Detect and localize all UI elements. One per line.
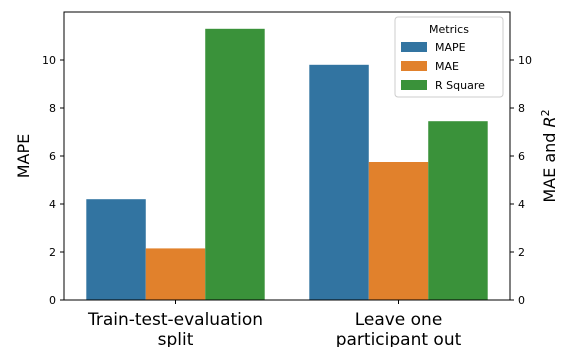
bar-mape-1 xyxy=(309,64,369,300)
y-axis-title-right-sup: 2 xyxy=(539,109,552,116)
y-tick-label-right: 2 xyxy=(518,246,525,259)
x-category-label-line: split xyxy=(158,330,194,347)
legend-label-mae: MAE xyxy=(435,60,459,73)
y-tick-label-right: 0 xyxy=(518,294,525,307)
y-tick-label-right: 6 xyxy=(518,150,525,163)
y-tick-label-left: 2 xyxy=(49,246,56,259)
x-category-label: Train-test-evaluation split xyxy=(87,310,263,347)
x-category-label: Leave one participant out xyxy=(336,310,462,347)
axes-group: 0 0 2 2 4 4 6 6 8 8 10 10 Train-test-evaluation split… xyxy=(14,11,559,347)
y-tick-label-left: 4 xyxy=(49,198,56,211)
bar-r-square-1 xyxy=(428,121,488,300)
legend-label-r-square: R Square xyxy=(435,79,485,92)
legend-box xyxy=(394,16,504,98)
y-tick-label-right: 10 xyxy=(518,54,532,67)
bar-r-square-0 xyxy=(205,28,265,301)
legend-swatch-mae xyxy=(401,61,427,71)
y-tick-label-right: 8 xyxy=(518,102,525,115)
bars-group xyxy=(86,28,488,301)
y-axis-title-right-text: MAE and xyxy=(540,127,559,202)
y-tick-label-left: 8 xyxy=(49,102,56,115)
x-category-label-line: participant out xyxy=(336,330,462,347)
y-tick-label-right: 4 xyxy=(518,198,525,211)
legend: Metrics MAPE MAE R Square xyxy=(394,16,504,98)
x-category-label-line: Leave one xyxy=(355,310,443,330)
x-category-label-line: Train-test-evaluation xyxy=(87,310,263,330)
legend-label-mape: MAPE xyxy=(435,41,466,54)
y-axis-title-right: MAE and R2 xyxy=(539,109,559,202)
bar-mape-0 xyxy=(86,199,146,300)
y-axis-title-left: MAPE xyxy=(14,134,33,179)
y-axis-title-right-symbol: R xyxy=(540,116,559,127)
legend-title: Metrics xyxy=(429,23,469,36)
legend-swatch-r-square xyxy=(401,80,427,90)
y-tick-label-left: 10 xyxy=(42,54,56,67)
y-tick-label-left: 0 xyxy=(49,294,56,307)
bar-mae-0 xyxy=(145,248,206,300)
y-tick-label-left: 6 xyxy=(49,150,56,163)
bar-mae-1 xyxy=(368,162,429,300)
legend-swatch-mape xyxy=(401,42,427,52)
